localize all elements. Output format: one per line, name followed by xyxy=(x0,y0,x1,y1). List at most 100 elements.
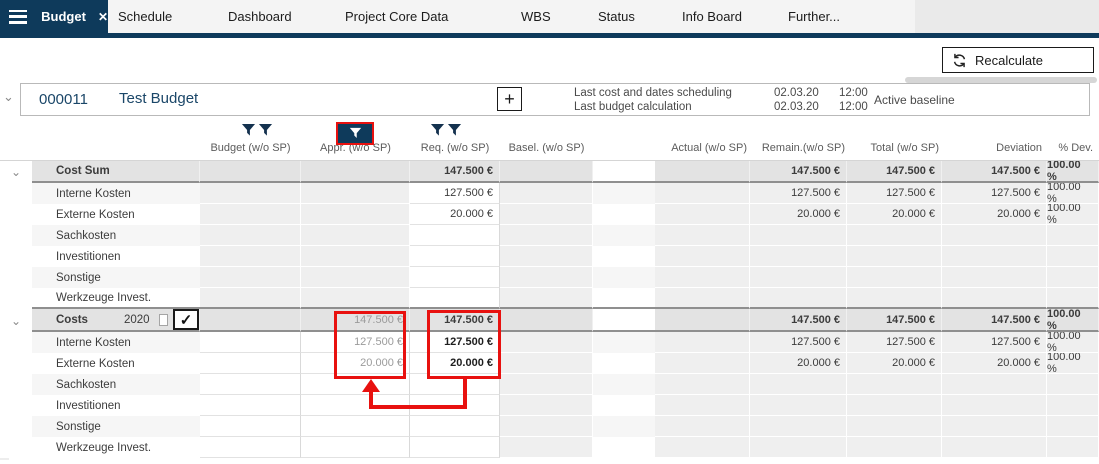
cell-total-sum: 147.500 € xyxy=(847,161,942,183)
project-name: Test Budget xyxy=(119,90,199,107)
tab-schedule[interactable]: Schedule xyxy=(118,9,173,24)
cell-deviation: 20.000 € xyxy=(942,353,1047,374)
cell-basel xyxy=(500,395,593,416)
recalculate-button[interactable]: Recalculate xyxy=(942,47,1094,73)
cell-deviation xyxy=(942,267,1047,288)
group-row-label: Cost Sum xyxy=(32,161,200,183)
cell-basel xyxy=(500,183,593,204)
cell-budget[interactable] xyxy=(200,416,301,437)
cell-total xyxy=(847,395,942,416)
row-spacer xyxy=(0,353,32,374)
cell-basel xyxy=(500,288,593,309)
row-label: Sonstige xyxy=(32,267,200,288)
tab-wbs[interactable]: WBS xyxy=(521,9,551,24)
hamburger-menu-icon[interactable] xyxy=(9,9,28,24)
filter-icon[interactable] xyxy=(430,123,445,138)
cell-budget[interactable] xyxy=(200,395,301,416)
cell-budget[interactable] xyxy=(200,353,301,374)
project-header: 000011 Test Budget + Last cost and dates… xyxy=(20,83,1090,116)
group-expander-icon[interactable]: ⌄ xyxy=(0,161,32,183)
cell-req[interactable]: 127.500 € xyxy=(410,332,500,353)
group-expander-icon[interactable]: ⌄ xyxy=(0,309,32,332)
confirm-checkbox-checked[interactable]: ✓ xyxy=(173,309,199,330)
column-header-pdev[interactable]: % Dev. xyxy=(1058,142,1093,154)
cell-req[interactable]: 20.000 € xyxy=(410,353,500,374)
cell-req-sum: 147.500 € xyxy=(410,309,500,332)
cell-pdev xyxy=(1047,267,1099,288)
filter-icon[interactable] xyxy=(258,123,273,138)
year-checkbox-unchecked[interactable] xyxy=(158,313,169,326)
cell-gap xyxy=(593,437,655,458)
appr-filter-icon-active[interactable] xyxy=(336,122,374,145)
filter-icon[interactable] xyxy=(241,123,256,138)
tab-budget-active[interactable]: Budget ✕ xyxy=(0,0,108,33)
column-header-remain[interactable]: Remain.(w/o SP) xyxy=(761,142,845,154)
cell-total xyxy=(847,416,942,437)
cell-budget[interactable] xyxy=(200,332,301,353)
cell-appr-sum xyxy=(301,161,410,183)
cell-req[interactable] xyxy=(410,416,500,437)
cell-req[interactable]: 127.500 € xyxy=(410,183,500,204)
cell-req[interactable]: 20.000 € xyxy=(410,204,500,225)
req-filter-icons[interactable] xyxy=(430,123,462,138)
tab-info-board[interactable]: Info Board xyxy=(682,9,742,24)
cell-deviation xyxy=(942,374,1047,395)
tab-status[interactable]: Status xyxy=(598,9,635,24)
cell-basel xyxy=(500,437,593,458)
filter-icon[interactable] xyxy=(447,123,462,138)
cell-req[interactable] xyxy=(410,288,500,309)
row-label: Interne Kosten xyxy=(32,332,200,353)
row-label: Interne Kosten xyxy=(32,183,200,204)
column-header-total[interactable]: Total (w/o SP) xyxy=(870,142,939,154)
cell-actual xyxy=(655,225,750,246)
cell-basel xyxy=(500,225,593,246)
tab-project-core-data[interactable]: Project Core Data xyxy=(345,9,449,24)
row-spacer xyxy=(0,246,32,267)
row-spacer xyxy=(0,395,32,416)
cell-appr xyxy=(301,225,410,246)
cell-budget[interactable] xyxy=(200,437,301,458)
cell-actual xyxy=(655,288,750,309)
add-button[interactable]: + xyxy=(497,87,522,111)
cell-remain xyxy=(750,246,847,267)
cell-budget xyxy=(200,225,301,246)
cell-req[interactable] xyxy=(410,437,500,458)
budget-filter-icons[interactable] xyxy=(241,123,273,138)
cell-actual xyxy=(655,267,750,288)
cell-req[interactable] xyxy=(410,225,500,246)
cell-appr[interactable]: 127.500 € xyxy=(301,332,410,353)
column-header-req[interactable]: Req. (w/o SP) xyxy=(420,142,490,154)
cell-budget[interactable] xyxy=(200,374,301,395)
cell-req[interactable] xyxy=(410,246,500,267)
tab-bar-right-area xyxy=(915,0,1099,33)
column-header-deviation[interactable]: Deviation xyxy=(996,142,1042,154)
tab-further[interactable]: Further... xyxy=(788,9,841,24)
cell-req[interactable] xyxy=(410,267,500,288)
tab-dashboard[interactable]: Dashboard xyxy=(228,9,292,24)
cell-remain xyxy=(750,374,847,395)
project-expander-icon[interactable]: ⌄ xyxy=(3,89,14,104)
budget-grid: ⌄ Cost Sum 147.500 €147.500 €147.500 €147.… xyxy=(0,160,1099,458)
horizontal-scrollbar-thumb[interactable] xyxy=(905,77,1097,83)
column-header-budget[interactable]: Budget (w/o SP) xyxy=(210,142,291,154)
cell-remain: 20.000 € xyxy=(750,353,847,374)
cell-budget xyxy=(200,204,301,225)
cell-remain: 127.500 € xyxy=(750,332,847,353)
close-icon[interactable]: ✕ xyxy=(97,9,108,24)
row-spacer xyxy=(0,437,32,458)
cell-basel-sum xyxy=(500,309,593,332)
column-header-actual[interactable]: Actual (w/o SP) xyxy=(671,142,747,154)
cell-budget xyxy=(200,267,301,288)
cell-basel xyxy=(500,353,593,374)
cell-appr[interactable] xyxy=(301,437,410,458)
cell-req-sum: 147.500 € xyxy=(410,161,500,183)
cell-appr[interactable] xyxy=(301,416,410,437)
cell-gap xyxy=(593,309,655,332)
cell-total xyxy=(847,267,942,288)
cell-appr[interactable] xyxy=(301,374,410,395)
column-header-basel[interactable]: Basel. (w/o SP) xyxy=(508,142,585,154)
cell-appr[interactable]: 20.000 € xyxy=(301,353,410,374)
cell-req[interactable] xyxy=(410,374,500,395)
column-header-appr[interactable]: Appr. (w/o SP) xyxy=(320,142,391,154)
cell-budget xyxy=(200,288,301,309)
